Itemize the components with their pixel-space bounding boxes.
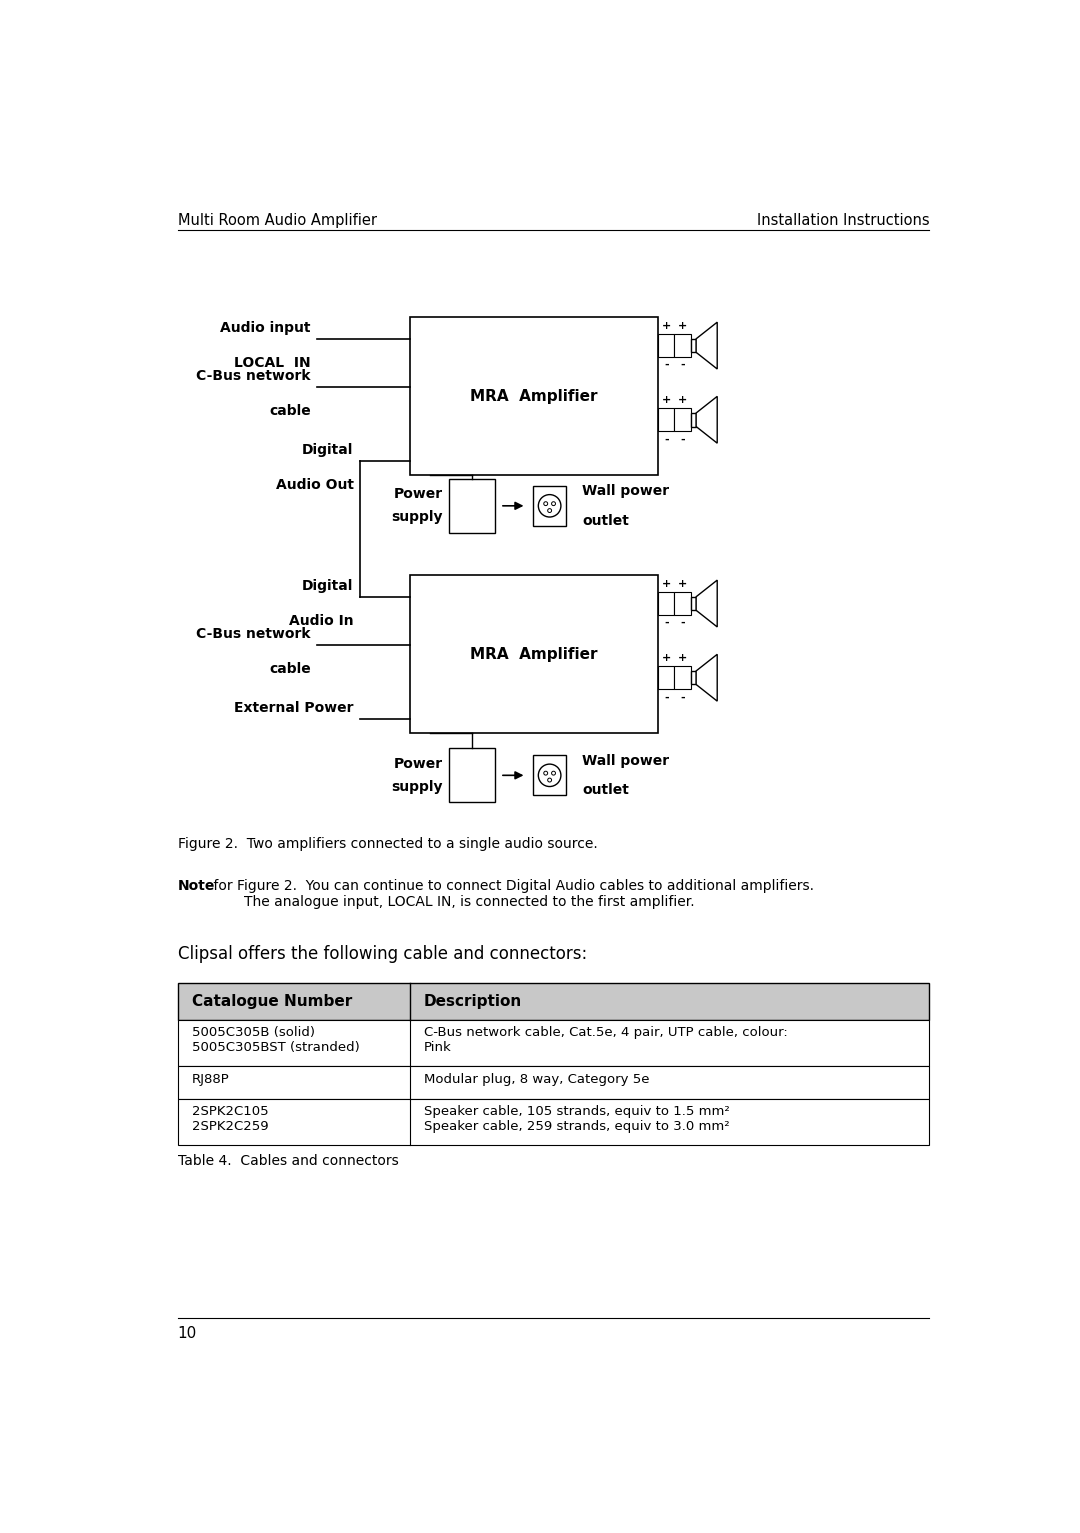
Bar bbox=[449, 748, 496, 802]
Text: C-Bus network: C-Bus network bbox=[197, 627, 311, 641]
Text: Clipsal offers the following cable and connectors:: Clipsal offers the following cable and c… bbox=[177, 944, 586, 963]
Text: +: + bbox=[662, 579, 671, 589]
Text: +: + bbox=[678, 320, 687, 331]
Text: Wall power: Wall power bbox=[582, 484, 670, 498]
Text: C-Bus network: C-Bus network bbox=[197, 369, 311, 383]
Bar bbox=[658, 667, 674, 690]
Text: outlet: outlet bbox=[582, 514, 629, 527]
Text: RJ88P: RJ88P bbox=[191, 1073, 229, 1085]
Bar bbox=[177, 1099, 930, 1145]
Text: Audio input: Audio input bbox=[220, 320, 311, 334]
Polygon shape bbox=[697, 397, 717, 443]
Bar bbox=[658, 334, 674, 357]
Text: +: + bbox=[662, 320, 671, 331]
Bar bbox=[177, 1067, 930, 1099]
Circle shape bbox=[552, 501, 555, 506]
Text: Multi Room Audio Amplifier: Multi Room Audio Amplifier bbox=[177, 213, 377, 228]
Text: cable: cable bbox=[269, 662, 311, 676]
Text: cable: cable bbox=[269, 403, 311, 417]
Circle shape bbox=[552, 771, 555, 776]
Text: -: - bbox=[680, 618, 685, 629]
Bar bbox=[674, 334, 691, 357]
Text: Catalogue Number: Catalogue Number bbox=[191, 995, 352, 1009]
Bar bbox=[674, 667, 691, 690]
Text: +: + bbox=[678, 396, 687, 405]
Text: Installation Instructions: Installation Instructions bbox=[757, 213, 930, 228]
Bar bbox=[532, 486, 566, 526]
Circle shape bbox=[543, 501, 548, 506]
Text: supply: supply bbox=[391, 510, 443, 524]
Circle shape bbox=[538, 495, 561, 517]
Text: -: - bbox=[664, 618, 669, 629]
Text: Audio Out: Audio Out bbox=[275, 478, 353, 492]
Text: supply: supply bbox=[391, 780, 443, 794]
Bar bbox=[691, 671, 697, 685]
Bar bbox=[691, 412, 697, 426]
Text: Modular plug, 8 way, Category 5e: Modular plug, 8 way, Category 5e bbox=[424, 1073, 649, 1085]
Text: -: - bbox=[664, 693, 669, 702]
Text: +: + bbox=[662, 653, 671, 664]
Text: Digital: Digital bbox=[302, 579, 353, 593]
Text: +: + bbox=[678, 579, 687, 589]
Text: 5005C305B (solid)
5005C305BST (stranded): 5005C305B (solid) 5005C305BST (stranded) bbox=[191, 1026, 360, 1055]
Text: -: - bbox=[680, 693, 685, 702]
Text: -: - bbox=[664, 434, 669, 445]
Text: Description: Description bbox=[424, 995, 523, 1009]
Text: MRA  Amplifier: MRA Amplifier bbox=[471, 388, 598, 403]
Bar bbox=[691, 339, 697, 353]
Bar bbox=[658, 408, 674, 431]
Text: Digital: Digital bbox=[302, 443, 353, 457]
Circle shape bbox=[548, 509, 552, 512]
Text: 10: 10 bbox=[177, 1326, 197, 1341]
Text: Wall power: Wall power bbox=[582, 754, 670, 768]
Text: Figure 2.  Two amplifiers connected to a single audio source.: Figure 2. Two amplifiers connected to a … bbox=[177, 837, 597, 851]
Text: C-Bus network cable, Cat.5e, 4 pair, UTP cable, colour:
Pink: C-Bus network cable, Cat.5e, 4 pair, UTP… bbox=[424, 1026, 787, 1055]
Text: outlet: outlet bbox=[582, 783, 629, 797]
Text: LOCAL  IN: LOCAL IN bbox=[234, 356, 311, 369]
Circle shape bbox=[538, 763, 561, 786]
Text: -: - bbox=[680, 434, 685, 445]
Text: +: + bbox=[678, 653, 687, 664]
Text: 2SPK2C105
2SPK2C259: 2SPK2C105 2SPK2C259 bbox=[191, 1105, 268, 1133]
Circle shape bbox=[548, 779, 552, 782]
Text: Audio In: Audio In bbox=[289, 613, 353, 627]
Bar bbox=[691, 596, 697, 610]
Text: -: - bbox=[680, 360, 685, 369]
Text: Power: Power bbox=[393, 757, 443, 771]
Text: -: - bbox=[664, 360, 669, 369]
Text: Speaker cable, 105 strands, equiv to 1.5 mm²
Speaker cable, 259 strands, equiv t: Speaker cable, 105 strands, equiv to 1.5… bbox=[424, 1105, 730, 1133]
Text: MRA  Amplifier: MRA Amplifier bbox=[471, 647, 598, 662]
Bar bbox=[410, 575, 658, 733]
Circle shape bbox=[543, 771, 548, 776]
Text: External Power: External Power bbox=[234, 701, 353, 716]
Bar bbox=[177, 983, 930, 1019]
Bar bbox=[410, 317, 658, 475]
Polygon shape bbox=[697, 655, 717, 701]
Text: for Figure 2.  You can continue to connect Digital Audio cables to additional am: for Figure 2. You can continue to connec… bbox=[208, 880, 813, 909]
Polygon shape bbox=[697, 579, 717, 627]
Text: Table 4.  Cables and connectors: Table 4. Cables and connectors bbox=[177, 1154, 399, 1168]
Text: +: + bbox=[662, 396, 671, 405]
Bar bbox=[674, 408, 691, 431]
Text: Power: Power bbox=[393, 487, 443, 501]
Bar bbox=[658, 592, 674, 615]
Bar bbox=[449, 478, 496, 533]
Text: Note: Note bbox=[177, 880, 215, 894]
Polygon shape bbox=[697, 322, 717, 369]
Bar bbox=[674, 592, 691, 615]
Bar bbox=[532, 756, 566, 796]
Bar bbox=[177, 1019, 930, 1067]
